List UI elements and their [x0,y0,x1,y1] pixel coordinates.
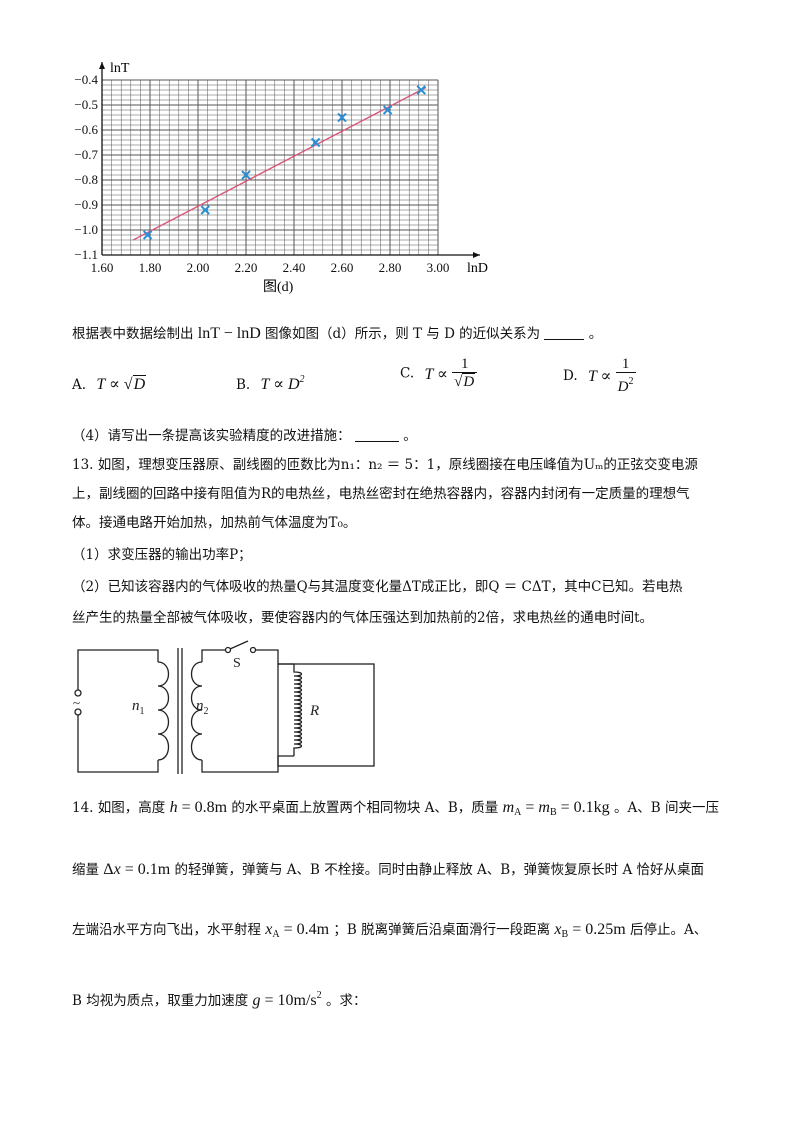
q12-stem-b: 图像如图（d）所示，则 T 与 D 的近似关系为 [265,326,541,342]
option-d-expr: 1 D2 [615,356,636,395]
q13-line2: 上，副线圈的回路中接有阻值为R的电热丝，电热丝密封在绝热容器内，容器内封闭有一定… [72,486,690,502]
distance-b-expr: xB [554,921,569,940]
q12-stem-math: lnT − lnD [197,325,261,342]
y-tick-label: −1.1 [74,247,98,262]
source-terminal-top [74,689,82,697]
resistor-label: R [309,703,319,719]
chart-axes [99,62,480,258]
q14-line1: 14. 如图，高度 h = 0.8m 的水平桌面上放置两个相同物块 A、B，质量… [72,799,719,818]
heating-wire [293,664,303,756]
switch-s[interactable] [229,640,249,650]
y-tick-label: −0.6 [74,122,98,137]
primary-wire-lower [77,713,159,773]
data-point-stroke [382,105,393,115]
option-a[interactable]: A. T ∝ √D [72,375,147,393]
secondary-wire-right [256,649,294,665]
data-point-stroke [142,230,153,240]
x-tick-label: 2.20 [235,260,258,275]
x-tick-label: 3.00 [427,260,450,275]
switch-contact [249,646,257,654]
data-point [142,230,153,240]
data-point [382,105,393,115]
secondary-wire-bottom [201,755,294,773]
option-a-expr: T ∝ √D [96,375,147,393]
primary-wire [77,649,159,691]
q14-line3: 左端沿水平方向飞出，水平射程 xA = 0.4m ；B 脱离弹簧后沿桌面滑行一段… [72,921,708,940]
data-point [310,137,321,148]
secondary-wire-top [201,649,226,662]
n2-label: n2 [196,698,209,717]
height-expr: h [169,799,178,816]
q12-stem: 根据表中数据绘制出 lnT − lnD 图像如图（d）所示，则 T 与 D 的近… [72,324,602,344]
y-axis-label: lnT [110,61,130,76]
q13-line3: 体。接通电路开始加热，加热前气体温度为T₀。 [72,515,357,531]
q13-line1: 13. 如图，理想变压器原、副线圈的匝数比为n₁：n₂ ＝ 5：1，原线圈接在电… [72,457,698,473]
option-c[interactable]: C. T ∝ 1 √D [400,356,478,391]
gravity-expr: g [252,992,261,1009]
x-tick-label: 2.00 [187,260,210,275]
x-tick-label: 2.60 [331,260,354,275]
mass-expr: mA [502,799,522,818]
q14-line4: B 均视为质点，取重力加速度 g = 10m/s2 。求： [72,990,367,1009]
data-point [200,205,210,215]
data-point [337,112,347,123]
lnT-lnD-chart: 1.60 1.80 2.00 2.20 2.40 2.60 2.80 3.00 −0.4 −0.5… [74,61,488,295]
option-d[interactable]: D. T ∝ 1 D2 [563,356,636,395]
y-tick-label: −0.8 [74,172,98,187]
option-b-expr: T ∝ D2 [260,374,305,393]
y-tick-label: −0.5 [74,97,98,112]
x-axis-label: lnD [467,261,488,276]
data-point-stroke [241,170,251,180]
data-point [241,170,251,180]
data-point-stroke [310,137,321,148]
primary-coil [157,661,170,761]
q13-part1: （1）求变压器的输出功率P； [72,547,252,563]
y-tick-label: −0.9 [74,197,98,212]
x-tick-label: 2.80 [379,260,402,275]
q12-stem-end: 。 [588,326,603,342]
compression-expr: Δx = 0.1m [103,861,171,878]
q12-part4: （4）请写出一条提高该实验精度的改进措施： 。 [72,427,417,444]
x-tick-label: 1.60 [91,260,114,275]
insulated-container [277,663,375,767]
x-axis-arrow [473,252,480,258]
option-c-expr: 1 √D [452,356,478,391]
range-a-expr: xA [265,921,280,940]
y-axis-arrow [99,62,105,69]
q13-part2-a: （2）已知该容器内的气体吸收的热量Q与其温度变化量ΔT成正比，即Q ＝ CΔT，… [72,579,683,595]
transformer-circuit: ~ n1 n2 S R [73,640,375,774]
q13-part2-b: 丝产生的热量全部被气体吸收，要使容器内的气体压强达到加热前的2倍，求电热丝的通电… [72,610,654,626]
y-tick-label: −0.4 [74,72,98,87]
chart-grid [101,79,439,256]
data-point [416,85,426,95]
secondary-coil [190,661,203,761]
improvement-blank[interactable] [354,427,399,442]
switch-label: S [233,656,241,671]
data-point-stroke [416,85,426,95]
q12-stem-a: 根据表中数据绘制出 [72,326,194,342]
x-tick-label: 1.80 [139,260,162,275]
source-terminal-bottom [74,708,82,716]
q14-line2: 缩量 Δx = 0.1m 的轻弹簧，弹簧与 A、B 不栓接。同时由静止释放 A、… [72,861,705,878]
answer-blank[interactable] [544,325,585,340]
y-tick-label: −0.7 [74,147,98,162]
switch-pivot [224,646,232,654]
chart-points [142,85,426,240]
data-point-stroke [337,112,347,123]
n1-label: n1 [132,698,145,717]
fit-line [132,86,427,241]
chart-tick-labels: 1.60 1.80 2.00 2.20 2.40 2.60 2.80 3.00 −0.4 −0.5… [74,72,449,275]
y-tick-label: −1.0 [74,222,98,237]
figure-caption: 图(d) [263,280,294,295]
x-tick-label: 2.40 [283,260,306,275]
option-b[interactable]: B. T ∝ D2 [236,374,305,393]
data-point-stroke [200,205,210,215]
source-symbol: ~ [73,695,80,710]
